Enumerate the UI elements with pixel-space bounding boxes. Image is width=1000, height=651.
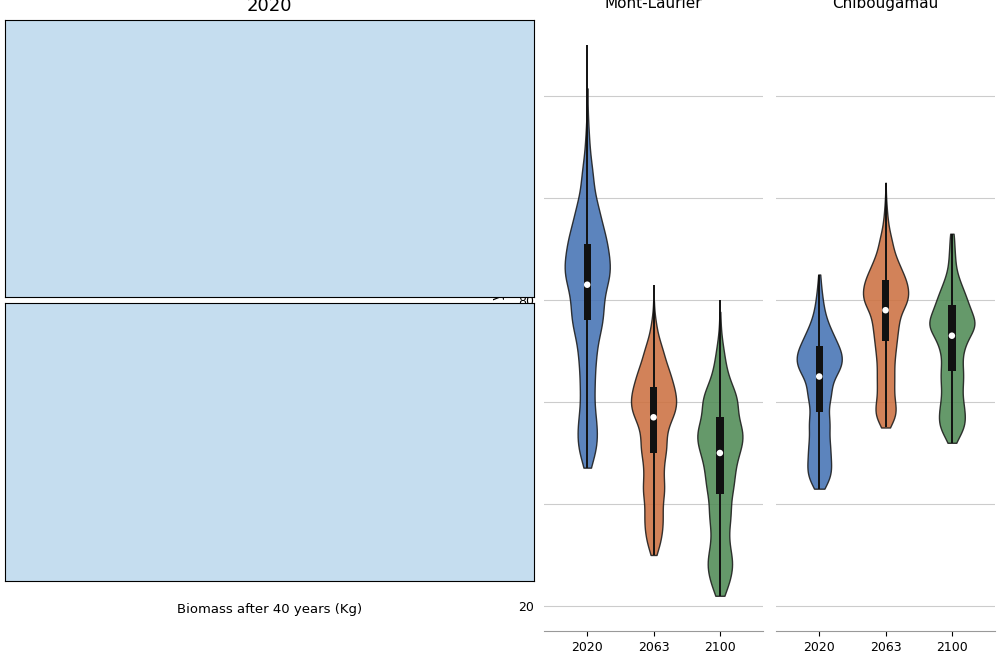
Title: Mont-Laurier: Mont-Laurier	[605, 0, 702, 12]
Point	[944, 331, 960, 341]
Point	[811, 371, 827, 381]
Text: Biomass after 40 years (Kg): Biomass after 40 years (Kg)	[177, 603, 362, 616]
Y-axis label: Biomass after 40 years (Kg): Biomass after 40 years (Kg)	[491, 229, 505, 422]
Point	[712, 448, 728, 458]
Bar	[816, 346, 823, 412]
Bar	[948, 305, 956, 371]
Title: Chibougamau: Chibougamau	[832, 0, 939, 12]
Point	[579, 279, 595, 290]
Point	[878, 305, 894, 315]
Bar	[882, 279, 889, 340]
Point	[646, 412, 662, 422]
Bar	[716, 417, 724, 493]
Title: 2020: 2020	[247, 0, 292, 15]
Bar	[584, 244, 591, 320]
Bar	[650, 387, 657, 453]
